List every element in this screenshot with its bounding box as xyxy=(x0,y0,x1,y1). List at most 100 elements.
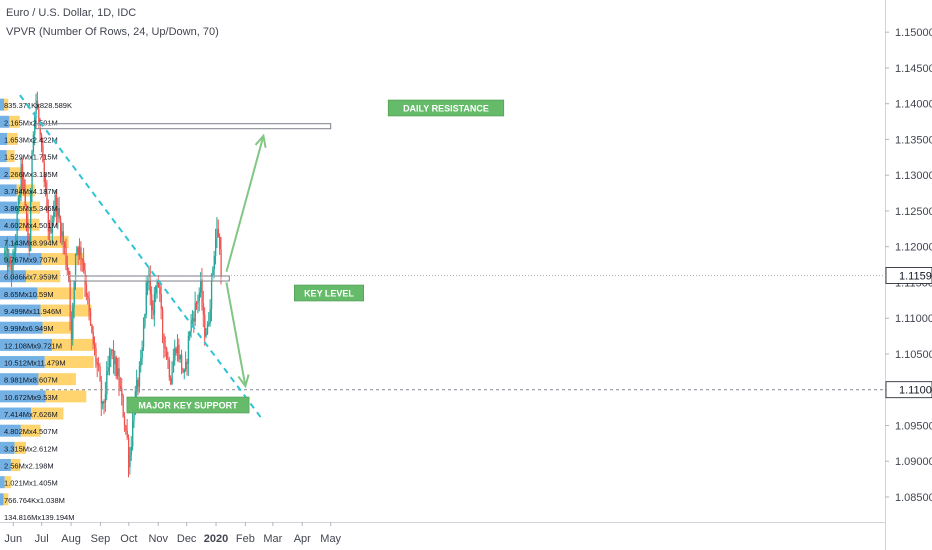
price-tick-label: 1.11000 xyxy=(895,313,932,325)
volume-profile-label: 7.143Mx8.994M xyxy=(4,238,58,247)
candle-body xyxy=(125,425,127,431)
candle-body xyxy=(88,297,90,312)
candle-body xyxy=(106,371,108,395)
candle-body xyxy=(32,134,35,152)
daily-resistance-zone xyxy=(35,123,332,130)
major-key-support-label-box xyxy=(126,396,250,414)
price-tick-label: 1.15000 xyxy=(895,27,932,39)
time-tick-label: Jul xyxy=(35,533,49,545)
candle-body xyxy=(76,247,78,254)
candle-body xyxy=(80,247,82,260)
price-tick-label: 1.12000 xyxy=(895,242,932,254)
volume-profile-bar-down xyxy=(41,253,84,266)
candle-body xyxy=(12,260,14,277)
candle-body xyxy=(100,381,103,404)
candle-body xyxy=(205,334,207,337)
time-tick-label: Nov xyxy=(148,533,168,545)
candle-body xyxy=(83,260,85,271)
time-tick-label: Dec xyxy=(177,533,197,545)
volume-profile-bar-down xyxy=(44,356,94,369)
candle-body xyxy=(55,195,58,217)
candle-body xyxy=(20,163,22,192)
candle-body xyxy=(58,207,60,219)
candle-body xyxy=(104,394,107,403)
indicator-title[interactable]: VPVR (Number Of Rows, 24, Up/Down, 70) xyxy=(6,26,219,38)
volume-profile-bar-down xyxy=(17,201,41,214)
candle-body xyxy=(92,331,94,345)
volume-profile-bar-down xyxy=(26,270,61,283)
volume-profile-label: 134.816Mx139.194M xyxy=(4,513,74,522)
price-tick-label: 1.09500 xyxy=(895,420,932,432)
candle-body xyxy=(191,318,194,321)
candle-body xyxy=(6,248,9,268)
candle-body xyxy=(64,242,66,248)
candle-body xyxy=(11,262,13,277)
candle-body xyxy=(197,300,199,303)
candle-body xyxy=(53,211,55,222)
candle-body xyxy=(164,347,167,349)
candle-body xyxy=(57,207,59,217)
candle-body xyxy=(119,386,122,389)
volume-profile-bar-up xyxy=(0,201,18,214)
symbol-title[interactable]: Euro / U.S. Dollar, 1D, IDC xyxy=(6,7,137,19)
daily-resistance-label: DAILY RESISTANCE xyxy=(403,104,489,114)
candle-body xyxy=(189,331,191,336)
time-tick-label: Apr xyxy=(294,533,311,545)
candle-body xyxy=(118,368,120,387)
candle-body xyxy=(194,302,196,322)
candle-body xyxy=(187,335,190,364)
candle-body xyxy=(219,236,221,250)
candle-body xyxy=(144,314,146,327)
candle-body xyxy=(43,162,45,183)
candle-body xyxy=(137,379,139,387)
candle-body xyxy=(163,333,165,348)
volume-profile-bar-up xyxy=(0,424,21,437)
candle-body xyxy=(23,179,25,189)
candle-body xyxy=(161,309,164,334)
price-tick-label: 1.08500 xyxy=(895,492,932,504)
key-level-label-box xyxy=(293,284,364,302)
volume-profile-bar-up xyxy=(0,167,10,180)
candle-body xyxy=(27,222,29,239)
candle-body xyxy=(16,212,18,239)
last-price-badge xyxy=(885,267,932,284)
candle-body xyxy=(159,287,161,294)
candle-body xyxy=(213,255,215,270)
price-tick-label: 1.12500 xyxy=(895,206,932,218)
candle-body xyxy=(107,367,109,372)
candle-body xyxy=(113,350,115,365)
candle-body xyxy=(47,206,50,232)
volume-profile-bar-up xyxy=(0,373,39,386)
price-tick-label: 1.09000 xyxy=(895,456,932,468)
candle-body xyxy=(5,248,7,251)
time-tick-label: 2020 xyxy=(204,533,228,545)
support-price-badge xyxy=(885,381,932,399)
candle-body xyxy=(140,358,142,367)
candle-body xyxy=(110,349,112,356)
volume-profile-bar-up xyxy=(0,287,38,300)
candle-body xyxy=(96,362,99,366)
volume-profile-label: 4.602Mx4.501M xyxy=(4,221,58,230)
candle-body xyxy=(170,377,172,384)
candle-body xyxy=(30,193,32,252)
descending-trendline xyxy=(19,94,263,419)
candle-body xyxy=(99,366,101,382)
volume-profile-bar-down xyxy=(6,150,15,163)
candle-body xyxy=(61,231,63,237)
candle-body xyxy=(91,324,93,332)
last-price-label: 1.11598 xyxy=(899,270,932,282)
candle-body xyxy=(117,368,119,377)
candle-body xyxy=(42,145,44,163)
candle-body xyxy=(34,114,36,135)
candle-body xyxy=(62,231,65,243)
candle-body xyxy=(147,277,149,283)
candle-body xyxy=(215,238,217,256)
volume-profile-label: 9.767Mx9.707M xyxy=(4,256,58,265)
volume-profile-label: 3.784Mx4.187M xyxy=(4,187,58,196)
volume-profile-bar-up xyxy=(0,407,32,420)
price-tick-label: 1.13500 xyxy=(895,134,932,146)
bearish-arrow xyxy=(225,282,247,387)
candle-body xyxy=(38,109,40,122)
candle-body xyxy=(130,446,133,456)
